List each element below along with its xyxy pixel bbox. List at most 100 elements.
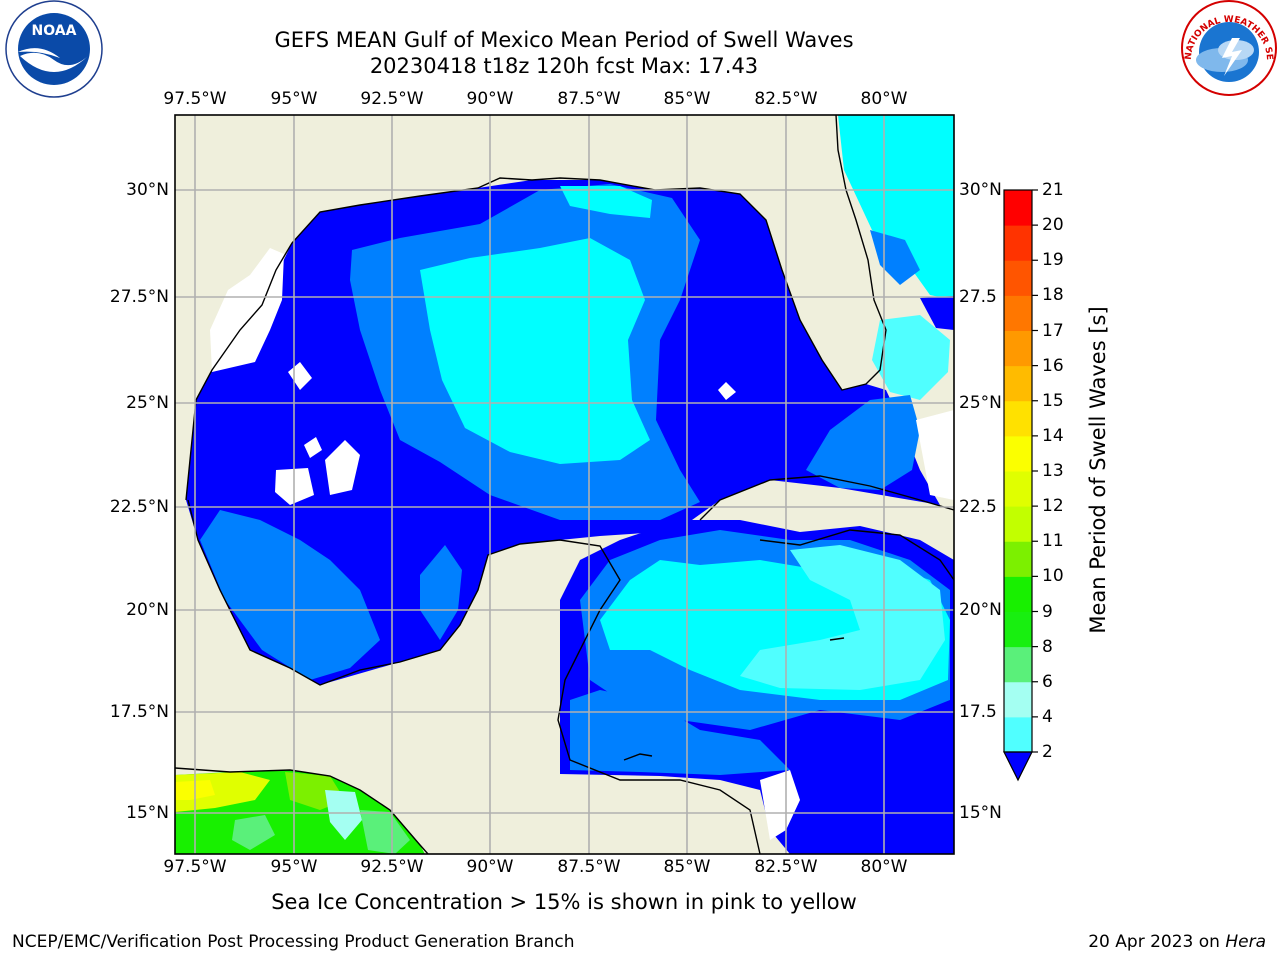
- colorbar-tick-label: 21: [1042, 180, 1064, 200]
- atlantic-swell-field: [838, 115, 954, 300]
- atlantic-swell-band-2-4: [870, 230, 920, 285]
- figure-caption: Sea Ice Concentration > 15% is shown in …: [271, 890, 857, 914]
- no-data-patch: [916, 410, 954, 500]
- lat-tick-left: 20°N: [126, 600, 169, 620]
- colorbar-tick-label: 20: [1042, 215, 1064, 236]
- lon-tick-bottom: 90°W: [466, 857, 514, 877]
- colorbar-tick-label: 11: [1042, 531, 1064, 552]
- lon-tick-top: 95°W: [270, 89, 318, 109]
- lon-tick-bottom: 92.5°W: [360, 857, 424, 877]
- colorbar-tick-label: 4: [1042, 706, 1053, 727]
- colorbar-tick-label: 2: [1042, 742, 1053, 762]
- gulf-swell-band-2-4: [200, 510, 380, 680]
- no-data-patch: [325, 440, 360, 495]
- footer-date: 20 Apr 2023 on Hera: [1088, 932, 1266, 952]
- colorbar-segment: [1004, 190, 1032, 226]
- colorbar-segment: [1004, 646, 1032, 683]
- colorbar-segment: [1004, 716, 1032, 753]
- lon-tick-top: 82.5°W: [754, 89, 818, 109]
- colorbar-segment: [1004, 576, 1032, 612]
- atlantic-swell-band-2-4: [920, 296, 954, 330]
- colorbar-segment: [1004, 471, 1032, 507]
- no-data-patch: [718, 382, 736, 400]
- colorbar-tick-label: 18: [1042, 285, 1064, 306]
- colorbar-segment: [1004, 611, 1032, 648]
- map-panel: [174, 114, 955, 855]
- noaa-logo-text: NOAA: [32, 23, 77, 39]
- colorbar-extend-triangle: [1003, 751, 1033, 782]
- nws-logo-text: NATIONAL WEATHER SERVICE: [0, 0, 1274, 60]
- colorbar: [1003, 189, 1038, 782]
- colorbar-segment: [1004, 260, 1032, 296]
- lat-tick-right: 27.5: [959, 287, 997, 307]
- pacific-swell-band-8-9: [325, 790, 362, 840]
- lat-tick-right: 22.5: [959, 497, 997, 517]
- lat-tick-right: 20°N: [959, 600, 1002, 620]
- lon-tick-bottom: 82.5°W: [754, 857, 818, 877]
- pacific-swell-band-9-10: [232, 815, 275, 850]
- lat-tick-right: 30°N: [959, 180, 1002, 200]
- pacific-swell-band-9-10: [360, 810, 410, 854]
- colorbar-segment: [1004, 681, 1032, 718]
- lon-tick-bottom: 87.5°W: [557, 857, 621, 877]
- colorbar-segment: [1004, 400, 1032, 437]
- colorbar-tick-label: 6: [1042, 671, 1053, 692]
- gulf-swell-band-4-6: [420, 238, 650, 464]
- colorbar-tick-label: 15: [1042, 390, 1064, 411]
- colorbar-tick-label: 13: [1042, 461, 1064, 481]
- no-data-patch: [760, 770, 800, 840]
- colorbar-tick-label: 14: [1042, 425, 1064, 446]
- chart-title: GEFS MEAN Gulf of Mexico Mean Period of …: [274, 28, 854, 52]
- footer-host: Hera: [1225, 932, 1266, 952]
- lon-tick-bottom: 97.5°W: [163, 857, 227, 877]
- lat-tick-left: 22.5°N: [109, 497, 169, 517]
- lon-tick-bottom: 95°W: [270, 857, 318, 877]
- lon-tick-bottom: 85°W: [663, 857, 711, 877]
- colorbar-segment: [1004, 541, 1032, 577]
- colorbar-label: Mean Period of Swell Waves [s]: [1086, 306, 1110, 634]
- gulf-swell-band-4-6: [560, 186, 652, 218]
- nws-logo: NATIONAL WEATHER SERVICE: [0, 0, 1277, 96]
- graticule: [175, 115, 954, 854]
- lon-tick-bottom: 80°W: [860, 857, 908, 877]
- colorbar-segment: [1004, 365, 1032, 402]
- lon-tick-top: 92.5°W: [360, 89, 424, 109]
- lon-tick-top: 87.5°W: [557, 89, 621, 109]
- chart-subtitle: 20230418 t18z 120h fcst Max: 17.43: [369, 54, 759, 78]
- footer-date-text: 20 Apr 2023 on: [1088, 932, 1226, 952]
- map-frame: [174, 114, 955, 855]
- noaa-logo: NOAA: [5, 0, 103, 98]
- colorbar-segment: [1004, 330, 1032, 367]
- colorbar-tick-label: 17: [1042, 320, 1064, 341]
- lat-tick-left: 27.5°N: [109, 287, 169, 307]
- no-data-patch: [304, 437, 322, 458]
- lat-tick-left: 25°N: [126, 393, 169, 413]
- colorbar-segment: [1004, 225, 1032, 261]
- gulf-swell-band-2-4: [420, 545, 462, 640]
- colorbar-tick-label: 9: [1042, 601, 1053, 622]
- svg-text:NATIONAL WEATHER SERVICE: NATIONAL WEATHER SERVICE: [0, 0, 1274, 60]
- colorbar-segment: [1004, 295, 1032, 331]
- lat-tick-left: 17.5°N: [109, 702, 169, 722]
- colorbar-tick-label: 8: [1042, 636, 1053, 657]
- colorbar-tick-label: 19: [1042, 250, 1064, 271]
- lat-tick-right: 17.5: [959, 702, 997, 722]
- lon-tick-top: 80°W: [860, 89, 908, 109]
- colorbar-tick-label: 16: [1042, 355, 1064, 376]
- lat-tick-left: 15°N: [126, 803, 169, 823]
- lon-tick-top: 85°W: [663, 89, 711, 109]
- coastline: [175, 115, 954, 854]
- lat-tick-right: 25°N: [959, 393, 1002, 413]
- colorbar-segment: [1004, 435, 1032, 472]
- caribbean-swell-band-6-8: [740, 545, 945, 690]
- colorbar-segment: [1004, 506, 1032, 542]
- atlantic-swell-band-6-8: [872, 315, 950, 400]
- lat-tick-left: 30°N: [126, 180, 169, 200]
- lon-tick-top: 97.5°W: [163, 89, 227, 109]
- colorbar-tick-label: 12: [1042, 496, 1064, 517]
- footer-credit: NCEP/EMC/Verification Post Processing Pr…: [12, 932, 575, 952]
- colorbar-tick-label: 10: [1042, 566, 1064, 587]
- lon-tick-top: 90°W: [466, 89, 514, 109]
- straits-swell-field: [806, 395, 920, 490]
